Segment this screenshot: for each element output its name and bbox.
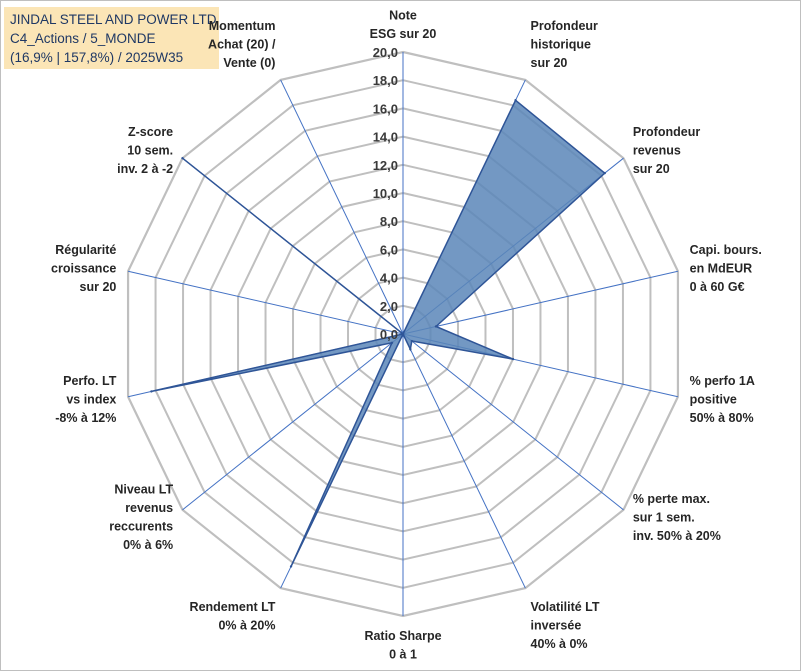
tick-label: 12,0 bbox=[373, 158, 398, 173]
series-point bbox=[410, 339, 414, 343]
axis-label: 0% à 20% bbox=[218, 618, 275, 632]
chart-title-box: JINDAL STEEL AND POWER LTD C4_Actions / … bbox=[4, 7, 219, 69]
axis-label: -8% à 12% bbox=[55, 411, 116, 425]
axis-label: croissance bbox=[51, 262, 116, 276]
tick-label: 16,0 bbox=[373, 101, 398, 116]
axis-label: Rendement LT bbox=[190, 600, 276, 614]
axis-label: revenus bbox=[125, 501, 173, 515]
axis-label: Profondeur bbox=[531, 19, 598, 33]
axis-label: 0% à 6% bbox=[123, 538, 173, 552]
axis-label: revenus bbox=[633, 144, 681, 158]
axis-label: sur 20 bbox=[633, 162, 670, 176]
series-point bbox=[289, 565, 293, 568]
period-label: (16,9% | 157,8%) / 2025W35 bbox=[10, 50, 184, 65]
axis-label: historique bbox=[531, 38, 591, 52]
series-point bbox=[511, 357, 515, 361]
radar-series bbox=[150, 99, 606, 568]
axis-label: 0 à 1 bbox=[389, 648, 417, 662]
series-point bbox=[514, 99, 517, 102]
tick-label: 0,0 bbox=[380, 327, 398, 342]
axis-label: Ratio Sharpe bbox=[364, 629, 441, 643]
series-point bbox=[434, 325, 438, 328]
series-point bbox=[409, 348, 412, 351]
axis-label: Momentum bbox=[209, 19, 276, 33]
axis-label: inversée bbox=[531, 618, 582, 632]
series-point bbox=[150, 390, 153, 393]
axis-label: % perfo 1A bbox=[690, 374, 755, 388]
series-area bbox=[151, 99, 606, 567]
axis-label: inv. 2 à -2 bbox=[117, 162, 173, 176]
tick-label: 2,0 bbox=[380, 299, 398, 314]
axis-label: Perfo. LT bbox=[63, 374, 117, 388]
axis-label: Profondeur bbox=[633, 125, 700, 139]
axis-label: vs index bbox=[66, 392, 116, 406]
axis-label: Note bbox=[389, 9, 417, 23]
radar-tick-labels: 0,0 2,0 4,0 6,0 8,0 10,0 12,0 14,0 16,0 18,0 20,0 bbox=[373, 45, 398, 342]
axis-label: reccurents bbox=[109, 520, 173, 534]
tick-label: 8,0 bbox=[380, 214, 398, 229]
radar-axis-labels: Note ESG sur 20 Profondeur historique sur 20… bbox=[51, 9, 762, 662]
radar-spoke bbox=[182, 333, 404, 511]
axis-label: positive bbox=[690, 392, 737, 406]
axis-label: Achat (20) / bbox=[208, 38, 276, 52]
series-point bbox=[401, 332, 405, 336]
axis-label: 40% à 0% bbox=[531, 637, 588, 651]
axis-label: Vente (0) bbox=[223, 56, 275, 70]
tick-label: 10,0 bbox=[373, 186, 398, 201]
axis-label: % perte max. bbox=[633, 492, 710, 506]
axis-label: Capi. bours. bbox=[690, 243, 762, 257]
tick-label: 20,0 bbox=[373, 45, 398, 60]
radar-spoke bbox=[402, 270, 679, 335]
company-name: JINDAL STEEL AND POWER LTD bbox=[10, 12, 217, 27]
tick-label: 18,0 bbox=[373, 73, 398, 88]
axis-label: inv. 50% à 20% bbox=[633, 529, 721, 543]
radar-spoke bbox=[402, 333, 526, 589]
tick-label: 4,0 bbox=[380, 271, 398, 286]
radar-spoke bbox=[127, 270, 404, 335]
axis-label: sur 1 sem. bbox=[633, 510, 695, 524]
axis-label: 0 à 60 G€ bbox=[690, 280, 745, 294]
radar-spoke bbox=[402, 333, 624, 511]
axis-label: Régularité bbox=[55, 243, 116, 257]
category-label: C4_Actions / 5_MONDE bbox=[10, 31, 156, 46]
series-point bbox=[390, 341, 394, 344]
series-point bbox=[603, 171, 606, 175]
axis-label: 10 sem. bbox=[127, 144, 173, 158]
axis-label: Volatilité LT bbox=[531, 600, 600, 614]
axis-label: sur 20 bbox=[531, 56, 568, 70]
tick-label: 6,0 bbox=[380, 242, 398, 257]
axis-label: 50% à 80% bbox=[690, 411, 754, 425]
radar-spoke bbox=[280, 79, 404, 335]
axis-label: sur 20 bbox=[80, 280, 117, 294]
series-point bbox=[181, 156, 184, 160]
axis-label: Z-score bbox=[128, 125, 173, 139]
axis-label: en MdEUR bbox=[690, 262, 753, 276]
tick-label: 14,0 bbox=[373, 130, 398, 145]
axis-label: Niveau LT bbox=[114, 483, 173, 497]
axis-label: ESG sur 20 bbox=[370, 27, 437, 41]
